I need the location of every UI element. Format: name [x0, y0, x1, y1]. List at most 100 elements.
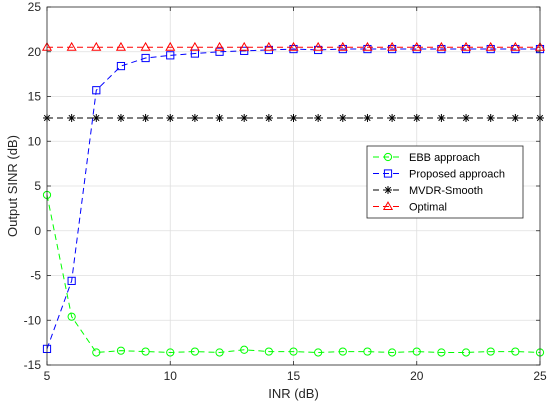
- data-point: [338, 113, 347, 122]
- x-tick-label: 20: [410, 369, 424, 383]
- data-point: [511, 347, 520, 356]
- y-tick-label: 15: [28, 90, 42, 104]
- y-tick-label: 25: [28, 0, 42, 14]
- marker-stroke: [68, 114, 75, 122]
- marker-stroke: [487, 114, 494, 122]
- y-tick-label: 5: [34, 179, 41, 193]
- data-point: [289, 347, 298, 356]
- data-point: [338, 347, 347, 356]
- data-point: [92, 86, 101, 95]
- marker-stroke: [290, 114, 297, 122]
- legend-item: MVDR-Smooth: [373, 185, 483, 197]
- data-point: [92, 348, 101, 357]
- marker-stroke: [216, 114, 223, 122]
- data-point: [190, 113, 199, 122]
- data-point: [289, 113, 298, 122]
- data-point: [67, 312, 76, 321]
- data-point: [239, 41, 250, 51]
- data-point: [388, 348, 397, 357]
- data-point: [166, 51, 175, 60]
- marker-stroke: [512, 114, 519, 122]
- data-point: [67, 113, 76, 122]
- marker-stroke: [438, 114, 445, 122]
- data-point: [411, 41, 422, 51]
- x-axis-label: INR (dB): [268, 386, 319, 401]
- data-point: [141, 113, 150, 122]
- data-point: [240, 46, 249, 55]
- data-point: [288, 41, 299, 51]
- series-ebb-approach: [42, 190, 545, 357]
- data-point: [189, 41, 200, 51]
- x-tick-label: 10: [164, 369, 178, 383]
- legend: EBB approach Proposed approach MVDR-Smooth…: [366, 145, 524, 219]
- data-point: [215, 348, 224, 357]
- data-point: [337, 41, 348, 51]
- data-point: [263, 41, 274, 51]
- data-point: [190, 347, 199, 356]
- legend-item: EBB approach: [373, 152, 480, 164]
- legend-swatch-marker: [384, 186, 392, 194]
- data-point: [412, 113, 421, 122]
- marker-stroke: [462, 114, 470, 122]
- series-layer: [41, 41, 546, 357]
- legend-label: EBB approach: [409, 152, 480, 164]
- data-point: [67, 276, 76, 285]
- series-optimal: [41, 41, 546, 51]
- y-tick-label: 0: [34, 224, 41, 238]
- data-point: [461, 348, 471, 357]
- data-point: [240, 113, 249, 122]
- data-point: [314, 348, 323, 357]
- data-point: [437, 113, 446, 122]
- x-tick-label: 5: [44, 369, 51, 383]
- data-point: [165, 41, 176, 51]
- data-point: [511, 113, 520, 122]
- series-mvdr-smooth: [43, 113, 544, 122]
- data-point: [412, 347, 421, 356]
- marker-stroke: [191, 114, 199, 122]
- marker-stroke: [142, 114, 149, 122]
- data-point: [362, 41, 373, 51]
- data-point: [116, 61, 126, 71]
- series-line: [46, 48, 540, 350]
- marker-stroke: [117, 114, 125, 122]
- legend-label: MVDR-Smooth: [409, 185, 483, 197]
- data-point: [264, 347, 273, 356]
- data-point: [91, 41, 102, 51]
- data-point: [388, 113, 397, 122]
- legend-label: Proposed approach: [409, 169, 505, 181]
- marker-stroke: [314, 114, 322, 122]
- y-tick-label: -10: [24, 313, 42, 327]
- data-point: [264, 113, 273, 122]
- data-point: [462, 113, 471, 122]
- axis-ticks: 5 10 15 20 25 -15 -10 -5 0 5 10 15 20 25: [24, 0, 547, 383]
- data-point: [460, 41, 472, 51]
- y-tick-label: 10: [28, 134, 42, 148]
- data-point: [141, 53, 150, 63]
- legend-label: Optimal: [409, 202, 447, 214]
- data-point: [485, 41, 496, 51]
- marker-stroke: [265, 114, 273, 122]
- data-point: [436, 41, 447, 51]
- y-tick-label: -5: [30, 269, 41, 283]
- legend-item: Optimal: [373, 201, 447, 214]
- data-point: [363, 113, 372, 122]
- data-point: [141, 347, 150, 356]
- y-tick-label: -15: [24, 358, 42, 372]
- data-point: [66, 41, 77, 51]
- data-point: [116, 346, 126, 355]
- data-point: [140, 41, 151, 51]
- data-point: [510, 41, 521, 51]
- data-point: [387, 41, 398, 51]
- marker-stroke: [339, 114, 346, 122]
- data-point: [166, 348, 175, 357]
- data-point: [115, 41, 127, 51]
- marker-stroke: [413, 114, 420, 122]
- legend-item: Proposed approach: [373, 169, 505, 181]
- legend-swatch-marker: [382, 201, 394, 210]
- marker-stroke: [93, 114, 100, 122]
- data-point: [215, 113, 224, 122]
- data-point: [363, 347, 372, 356]
- series-line: [46, 194, 541, 353]
- y-tick-label: 20: [28, 45, 42, 59]
